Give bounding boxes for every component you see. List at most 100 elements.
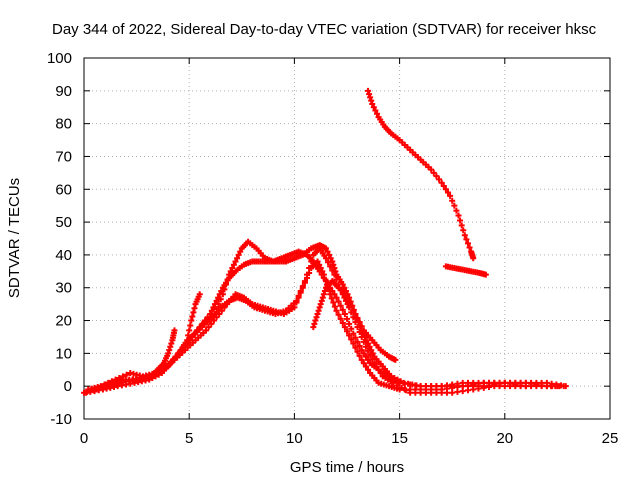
data-point-marker [314,310,321,317]
data-point-marker [348,325,355,332]
data-point-marker [433,173,440,180]
data-point-marker [331,271,338,278]
y-tick-label: 40 [55,247,72,264]
data-point-marker [356,342,363,349]
data-point-marker [318,297,325,304]
data-series-track [148,327,178,380]
data-point-marker [390,379,397,386]
data-point-marker [370,104,377,111]
data-point-marker [360,350,367,357]
data-point-marker [185,332,192,339]
y-tick-label: 80 [55,116,72,133]
data-point-marker [335,311,342,318]
data-point-marker [440,182,447,189]
data-point-marker [237,248,244,255]
axis-ticks: -10 0 10 20 30 40 50 60 70 80 90 100 0 5 10 15 20 25 [47,50,618,447]
data-point-marker [348,336,355,343]
data-point-marker [369,100,376,107]
data-point-marker [350,340,357,347]
data-point-marker [339,320,346,327]
data-point-marker [350,330,357,337]
data-point-marker [470,386,477,393]
data-point-marker [480,384,487,391]
data-point-marker [308,258,315,265]
data-point-marker [330,261,337,268]
data-point-marker [190,309,197,316]
data-point-marker [356,352,363,359]
data-point-marker [317,301,324,308]
y-tick-label: 60 [55,181,72,198]
data-point-marker [461,232,468,239]
data-point-marker [119,373,126,380]
data-point-marker [213,297,220,304]
data-point-marker [365,347,372,354]
data-point-marker [543,383,550,390]
data-point-marker [482,271,489,278]
data-point-marker [533,383,540,390]
data-point-marker [167,360,174,367]
data-point-marker [346,320,353,327]
data-point-marker [235,251,242,258]
data-point-marker [417,383,424,390]
data-point-marker [366,91,373,98]
data-point-marker [447,192,454,199]
data-point-marker [196,291,203,298]
data-point-marker [412,389,419,396]
data-point-marker [322,255,329,262]
x-tick-label: 0 [80,430,88,447]
data-point-marker [299,283,306,290]
data-point-marker [330,299,337,306]
x-tick-label: 10 [286,430,303,447]
data-point-marker [344,315,350,322]
data-point-marker [428,383,435,390]
data-point-marker [341,324,348,331]
y-tick-label: 50 [55,214,72,231]
data-point-marker [210,304,217,311]
data-point-marker [433,389,440,396]
data-point-marker [230,261,237,268]
data-point-marker [304,271,311,278]
data-point-marker [460,227,467,234]
data-point-marker [203,327,210,334]
data-point-marker [362,363,369,370]
data-series-track [310,278,399,363]
data-point-marker [522,383,529,390]
data-point-marker [319,294,326,301]
data-point-marker [517,383,524,390]
data-point-marker [208,320,215,327]
data-point-marker [449,389,456,396]
data-point-marker [354,315,361,322]
data-point-marker [146,376,153,383]
y-tick-label: 70 [55,148,72,165]
data-point-marker [205,324,212,331]
data-point-marker [507,383,514,390]
x-tick-label: 20 [496,430,513,447]
data-point-marker [394,382,401,389]
x-tick-label: 5 [185,430,193,447]
data-point-marker [346,332,353,339]
data-point-marker [301,278,308,285]
data-point-marker [466,244,473,251]
data-point-marker [454,383,461,390]
data-point-marker [436,176,443,183]
data-series-track [83,245,561,396]
data-point-marker [232,258,239,265]
data-point-marker [325,259,332,266]
data-point-marker [167,343,174,350]
data-point-marker [356,319,363,326]
data-point-marker [358,333,365,340]
data-point-marker [352,310,359,317]
x-axis-label: GPS time / hours [290,459,404,476]
data-point-marker [316,268,323,275]
data-point-marker [327,263,334,270]
data-point-marker [470,255,477,262]
data-point-marker [320,291,327,298]
data-point-marker [229,265,236,272]
data-point-marker [324,248,331,255]
data-point-marker [428,389,435,396]
data-point-marker [407,389,414,396]
data-point-marker [322,278,329,285]
data-point-marker [123,371,130,378]
data-point-marker [316,304,323,311]
